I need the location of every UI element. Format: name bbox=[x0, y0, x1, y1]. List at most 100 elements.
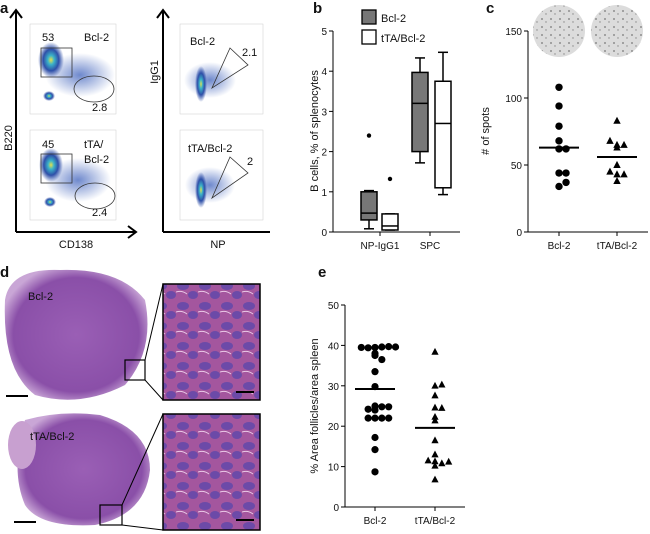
y-tick-label: 20 bbox=[328, 422, 340, 433]
b-cell-gate bbox=[40, 47, 73, 78]
data-point bbox=[606, 167, 614, 175]
box-ttabcl2 bbox=[381, 213, 399, 231]
spleen-section-ttabcl2 bbox=[17, 413, 150, 526]
data-point bbox=[438, 459, 446, 467]
flow-plot-ttabcl2-b220: 45 tTA/ Bcl-2 2.4 bbox=[29, 129, 117, 221]
gate-pc-pct: 2.8 bbox=[92, 102, 107, 114]
gate-pc-pct: 2.4 bbox=[92, 207, 107, 219]
data-point bbox=[613, 160, 621, 168]
data-point bbox=[385, 414, 393, 422]
data-point bbox=[431, 347, 439, 355]
data-point bbox=[555, 145, 563, 153]
genotype-label: tTA/Bcl-2 bbox=[188, 143, 232, 155]
data-point bbox=[555, 137, 563, 145]
y-tick-label: 5 bbox=[321, 27, 327, 38]
gate-b-pct: 53 bbox=[42, 32, 54, 44]
legend-label-ttabcl2: tTA/Bcl-2 bbox=[381, 33, 425, 45]
data-point bbox=[371, 414, 379, 422]
data-point bbox=[431, 403, 439, 411]
gate-pct: 2 bbox=[247, 156, 253, 168]
data-point bbox=[431, 391, 439, 399]
data-point bbox=[371, 368, 379, 376]
data-point bbox=[364, 405, 372, 413]
data-point bbox=[431, 475, 439, 483]
y-axis-label: % Area follicles/area spleen bbox=[309, 338, 321, 473]
data-point bbox=[555, 182, 563, 191]
y-tick-label: 4 bbox=[321, 67, 327, 78]
data-point bbox=[364, 414, 372, 422]
data-point bbox=[431, 412, 439, 420]
cd138-axis-arrow bbox=[16, 225, 138, 239]
data-point bbox=[378, 355, 386, 364]
data-point bbox=[371, 351, 379, 360]
panel-label-b: b bbox=[313, 0, 322, 17]
outlier-point bbox=[366, 133, 372, 138]
magnified-section-ttabcl2 bbox=[162, 413, 261, 531]
np-igg1-gate bbox=[211, 47, 249, 90]
x-tick-label: NP-IgG1 bbox=[361, 241, 400, 252]
panel-a-flow-cytometry: B220 CD138 IgG1 NP 53 Bcl-2 2.8 45 tTA/ … bbox=[3, 8, 270, 251]
legend-swatch-bcl2 bbox=[361, 9, 377, 25]
data-point bbox=[438, 380, 446, 388]
data-point bbox=[438, 404, 446, 411]
x-tick-label: SPC bbox=[420, 241, 441, 252]
plasma-cell-gate bbox=[74, 182, 116, 210]
flow-plot-bcl2-np: Bcl-2 2.1 bbox=[179, 23, 264, 115]
b-cell-gate bbox=[40, 153, 73, 184]
genotype-label: Bcl-2 bbox=[84, 32, 109, 44]
data-point bbox=[562, 169, 570, 177]
gate-b-pct: 45 bbox=[42, 139, 54, 151]
igg1-label: IgG1 bbox=[149, 60, 161, 84]
magnified-section-bcl2 bbox=[162, 283, 261, 401]
b220-axis-arrow bbox=[9, 8, 23, 232]
histology-label-ttabcl2: tTA/Bcl-2 bbox=[30, 431, 74, 443]
genotype-label: Bcl-2 bbox=[190, 36, 215, 48]
panel-label-a: a bbox=[0, 0, 9, 17]
panel-label-d: d bbox=[0, 264, 9, 281]
data-point bbox=[357, 343, 365, 352]
data-point bbox=[371, 446, 379, 454]
zoom-box bbox=[99, 504, 123, 526]
panel-c-elispot-scatter: # of spots 0 50 100 150 Bcl-2 tTA/Bcl-2 bbox=[480, 5, 648, 252]
data-point bbox=[371, 433, 379, 442]
np-label: NP bbox=[210, 239, 225, 251]
data-point bbox=[555, 169, 563, 177]
data-point bbox=[445, 457, 453, 465]
y-tick-label: 10 bbox=[328, 463, 340, 474]
x-tick-label: Bcl-2 bbox=[364, 516, 387, 527]
y-tick-label: 1 bbox=[321, 188, 327, 199]
data-point bbox=[371, 343, 379, 352]
y-tick-label: 3 bbox=[321, 107, 327, 118]
data-point bbox=[378, 403, 386, 411]
data-point bbox=[613, 116, 621, 124]
y-tick-label: 0 bbox=[321, 228, 327, 239]
data-point bbox=[555, 102, 563, 110]
elispot-well-image-ttabcl2 bbox=[591, 5, 643, 57]
y-tick-label: 0 bbox=[333, 503, 339, 514]
data-point bbox=[385, 403, 393, 411]
b220-label: B220 bbox=[3, 125, 15, 151]
outlier-point bbox=[387, 176, 393, 182]
genotype-label-line1: tTA/ bbox=[84, 139, 104, 151]
data-point bbox=[606, 136, 614, 144]
genotype-label-line2: Bcl-2 bbox=[84, 154, 109, 166]
x-tick-label: tTA/Bcl-2 bbox=[415, 516, 456, 527]
box-ttabcl2 bbox=[434, 80, 452, 189]
cd138-label: CD138 bbox=[59, 239, 93, 251]
data-point bbox=[613, 177, 621, 185]
panel-label-c: c bbox=[486, 0, 494, 17]
data-point bbox=[620, 140, 628, 148]
elispot-well-image-bcl2 bbox=[533, 5, 585, 57]
data-point bbox=[364, 344, 372, 352]
flow-plot-bcl2-b220: 53 Bcl-2 2.8 bbox=[29, 23, 117, 115]
tissue-fragment bbox=[8, 421, 36, 469]
x-tick-label: Bcl-2 bbox=[548, 241, 571, 252]
data-point bbox=[555, 83, 563, 91]
box-bcl2 bbox=[360, 191, 378, 221]
zoom-connector-lines bbox=[121, 413, 164, 531]
data-point bbox=[431, 416, 439, 424]
panel-b-box-plot: B cells, % of splenocytes Bcl-2 tTA/Bcl-… bbox=[309, 9, 460, 252]
y-tick-label: 50 bbox=[328, 301, 340, 312]
y-tick-label: 2 bbox=[321, 148, 327, 159]
np-igg1-gate bbox=[211, 156, 249, 200]
